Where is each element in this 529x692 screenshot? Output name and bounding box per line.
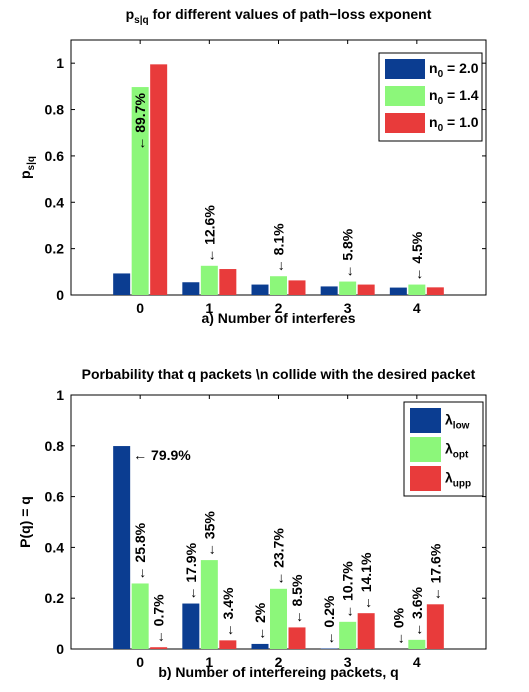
bar xyxy=(113,273,131,295)
bar xyxy=(251,284,269,295)
y-tick-label: 0.8 xyxy=(45,102,65,118)
chart-title: ps|q for different values of path−loss e… xyxy=(126,6,432,26)
x-tick-label: 0 xyxy=(136,300,144,316)
data-label: ← 25.8% xyxy=(132,522,148,580)
x-tick-label: 2 xyxy=(275,300,283,316)
bar xyxy=(150,64,168,295)
data-label: ← 3.4% xyxy=(220,587,236,637)
y-tick-label: 1 xyxy=(56,387,64,403)
y-tick-label: 0.4 xyxy=(45,539,65,555)
data-label: ← 4.5% xyxy=(409,231,425,281)
legend-label: λopt xyxy=(445,441,469,461)
data-label: ← 8.5% xyxy=(289,574,305,624)
legend-swatch xyxy=(410,408,441,433)
x-tick-label: 2 xyxy=(275,654,283,670)
y-tick-label: 0 xyxy=(56,287,64,303)
legend: n0 = 2.0 n0 = 1.4 n0 = 1.0 xyxy=(378,52,483,142)
bar xyxy=(339,621,357,649)
data-label: ← 12.6% xyxy=(201,205,217,263)
data-label: ← 0.7% xyxy=(151,594,167,644)
bar xyxy=(131,583,149,649)
data-label: ← 5.8% xyxy=(340,228,356,278)
data-label: ← 10.7% xyxy=(340,561,356,619)
y-tick-label: 0.6 xyxy=(45,148,65,164)
data-label: ← 17.6% xyxy=(427,543,443,601)
chart-collision-probability: 0 0.2 0.4 0.6 0.8 1 0 1 2 3 4 ← 79.9% ← 25.8%← 0.7% ←… xyxy=(17,366,487,680)
bar xyxy=(357,284,375,295)
y-axis-label: P(q) = q xyxy=(17,496,33,548)
data-label: ← 8.1% xyxy=(271,223,287,273)
bar xyxy=(339,281,357,295)
chart-title: Porbability that q packets \n collide wi… xyxy=(82,366,476,382)
legend-label: n0 = 2.0 xyxy=(429,60,479,80)
bar xyxy=(426,604,444,649)
bar xyxy=(113,446,131,649)
data-label: ← 79.9% xyxy=(133,447,191,463)
bar xyxy=(219,269,237,295)
legend-label: n0 = 1.4 xyxy=(429,87,479,107)
legend-label: λlow xyxy=(445,412,470,432)
y-tick-label: 0 xyxy=(56,641,64,657)
x-tick-label: 0 xyxy=(136,654,144,670)
bar xyxy=(270,276,287,295)
legend-swatch xyxy=(385,86,425,106)
bar xyxy=(150,647,168,649)
data-label: ← 89.7% xyxy=(132,93,148,151)
x-tick-label: 4 xyxy=(413,300,421,316)
y-axis-label: ps|q xyxy=(17,156,37,179)
bar xyxy=(182,282,200,295)
data-label: ← 0% xyxy=(390,607,406,646)
y-tick-label: 0.2 xyxy=(45,590,65,606)
x-tick-label: 4 xyxy=(413,654,421,670)
bar xyxy=(426,287,444,295)
bar xyxy=(320,648,338,649)
legend-swatch xyxy=(385,113,425,133)
y-tick-label: 0.4 xyxy=(45,194,65,210)
bar xyxy=(408,639,426,649)
data-label: ← 2% xyxy=(252,602,268,641)
bar xyxy=(320,286,338,295)
x-axis-label: a) Number of interferes xyxy=(201,310,355,326)
data-label: ← 23.7% xyxy=(271,528,287,586)
data-label: ← 3.6% xyxy=(409,587,425,637)
bar xyxy=(131,87,149,296)
data-label: ← 35% xyxy=(201,511,217,557)
bar xyxy=(408,284,426,295)
bar xyxy=(251,643,269,649)
y-tick-label: 1 xyxy=(56,55,64,71)
bar xyxy=(270,588,287,649)
bar xyxy=(288,627,306,649)
bar xyxy=(219,640,237,649)
data-label: ← 0.2% xyxy=(321,595,337,645)
legend-swatch xyxy=(385,59,425,79)
y-tick-label: 0.8 xyxy=(45,438,65,454)
x-axis-label: b) Number of interfereing packets, q xyxy=(158,664,398,680)
bar xyxy=(288,280,306,295)
legend: λlow λopt λupp xyxy=(403,401,484,497)
chart-path-loss: 0 0.2 0.4 0.6 0.8 1 0 1 2 3 4 ← 89.7% ← 12.6% ← 8.1% ←… xyxy=(17,6,487,326)
x-tick-label: 3 xyxy=(344,300,352,316)
x-tick-label: 3 xyxy=(344,654,352,670)
legend-swatch xyxy=(410,466,441,491)
x-tick-label: 1 xyxy=(205,300,213,316)
x-tick-label: 1 xyxy=(205,654,213,670)
data-label: ← 17.9% xyxy=(183,542,199,600)
bar xyxy=(389,287,407,295)
legend-label: λupp xyxy=(445,470,471,490)
bar xyxy=(200,560,218,649)
y-tick-label: 0.2 xyxy=(45,241,65,257)
bar xyxy=(200,265,218,295)
bar xyxy=(357,613,375,649)
data-label: ← 14.1% xyxy=(358,552,374,610)
bar xyxy=(182,603,200,649)
y-tick-label: 0.6 xyxy=(45,489,65,505)
legend-label: n0 = 1.0 xyxy=(429,114,479,134)
legend-swatch xyxy=(410,437,441,462)
